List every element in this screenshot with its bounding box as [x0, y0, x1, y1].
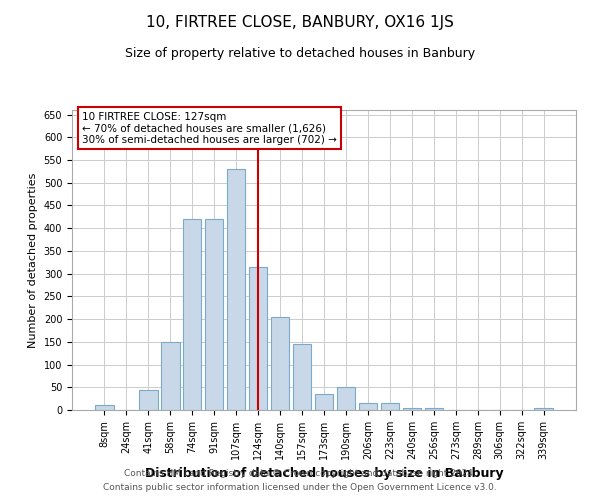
Bar: [249, 267, 268, 410]
Bar: [314, 394, 334, 410]
Bar: [337, 388, 355, 410]
Text: Size of property relative to detached houses in Banbury: Size of property relative to detached ho…: [125, 48, 475, 60]
Bar: [535, 408, 553, 410]
Text: Contains HM Land Registry data © Crown copyright and database right 2024.: Contains HM Land Registry data © Crown c…: [124, 468, 476, 477]
X-axis label: Distribution of detached houses by size in Banbury: Distribution of detached houses by size …: [145, 468, 503, 480]
Bar: [183, 219, 202, 410]
Y-axis label: Number of detached properties: Number of detached properties: [28, 172, 38, 348]
Bar: [380, 403, 399, 410]
Bar: [425, 408, 443, 410]
Bar: [161, 342, 179, 410]
Bar: [293, 344, 311, 410]
Bar: [205, 219, 223, 410]
Bar: [95, 406, 113, 410]
Text: Contains public sector information licensed under the Open Government Licence v3: Contains public sector information licen…: [103, 484, 497, 492]
Bar: [227, 169, 245, 410]
Text: 10, FIRTREE CLOSE, BANBURY, OX16 1JS: 10, FIRTREE CLOSE, BANBURY, OX16 1JS: [146, 15, 454, 30]
Bar: [271, 317, 289, 410]
Bar: [403, 408, 421, 410]
Bar: [359, 403, 377, 410]
Text: 10 FIRTREE CLOSE: 127sqm
← 70% of detached houses are smaller (1,626)
30% of sem: 10 FIRTREE CLOSE: 127sqm ← 70% of detach…: [82, 112, 337, 144]
Bar: [139, 390, 158, 410]
